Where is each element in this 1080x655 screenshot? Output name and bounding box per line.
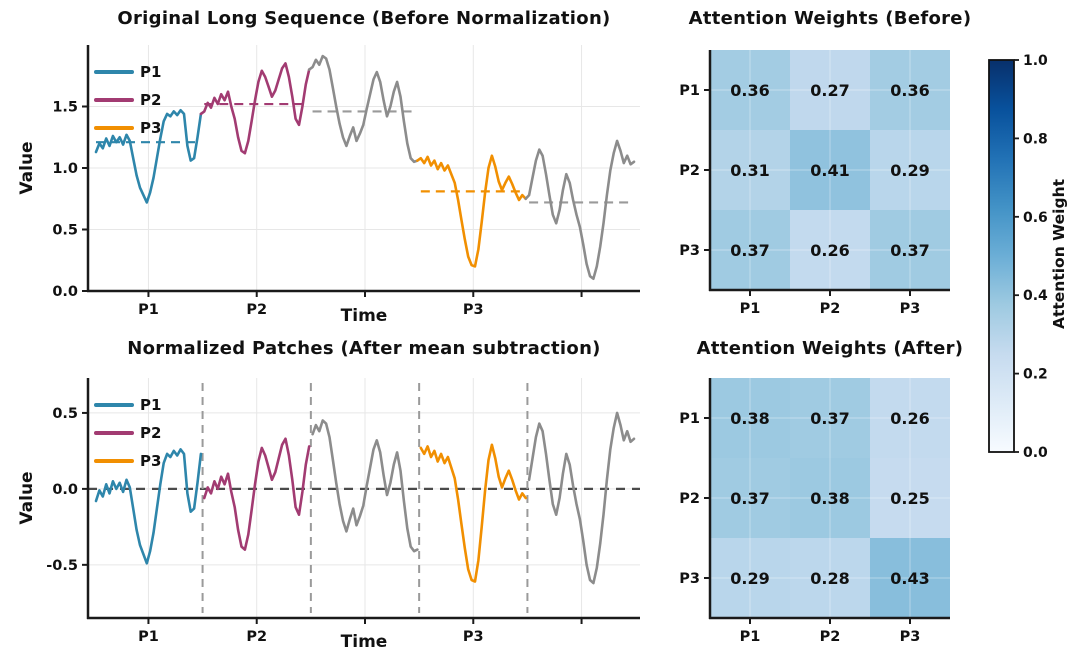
svg-text:P1: P1 — [140, 63, 161, 81]
heatmap-faint-grid — [710, 378, 950, 618]
series — [94, 411, 636, 585]
svg-text:0.37: 0.37 — [890, 241, 929, 260]
heatmap-axes: P1 P2 P3 P1 P2 P3 — [679, 378, 950, 645]
heatmap-cells — [710, 50, 950, 290]
svg-text:0.2: 0.2 — [1023, 367, 1048, 383]
svg-text:0.4: 0.4 — [1023, 288, 1048, 304]
svg-text:P2: P2 — [679, 491, 700, 507]
svg-text:P1: P1 — [740, 629, 761, 645]
line-chart-normalized_patches: -0.5 0.0 0.5 P1 P2 P3 P1 P2 P3 — [46, 378, 640, 645]
title-attention-before: Attention Weights (Before) — [688, 8, 972, 29]
svg-text:0.26: 0.26 — [890, 409, 929, 428]
svg-text:0.31: 0.31 — [730, 161, 769, 180]
xlabel-normalized-patches: Time — [340, 632, 388, 652]
svg-text:0.37: 0.37 — [810, 409, 849, 428]
svg-text:1.0: 1.0 — [1023, 53, 1048, 69]
heatmap-values: 0.36 0.27 0.36 0.31 0.41 0.29 0.37 0.26 0.37 — [730, 81, 929, 260]
heatmap-faint-grid — [710, 50, 950, 290]
svg-text:P3: P3 — [679, 571, 700, 587]
svg-text:P2: P2 — [140, 91, 161, 109]
title-original-sequence: Original Long Sequence (Before Normaliza… — [117, 8, 611, 29]
colorbar-gradient — [988, 59, 1015, 453]
svg-text:0.29: 0.29 — [890, 161, 929, 180]
svg-text:0.0: 0.0 — [52, 482, 78, 498]
axes: 0.0 0.5 1.0 1.5 P1 P2 P3 — [52, 45, 640, 318]
svg-text:0.38: 0.38 — [730, 409, 769, 428]
svg-text:0.38: 0.38 — [810, 489, 849, 508]
legend: P1 P2 P3 — [94, 63, 161, 137]
heatmap-cells — [710, 378, 950, 618]
heatmap-attention_after: 0.38 0.37 0.26 0.37 0.38 0.25 0.29 0.28 0.43 P1 P2… — [679, 378, 950, 645]
svg-text:P3: P3 — [140, 119, 161, 137]
legend: P1 P2 P3 — [94, 396, 161, 470]
gridlines — [88, 45, 640, 292]
svg-text:0.5: 0.5 — [52, 223, 78, 239]
svg-text:P2: P2 — [140, 424, 161, 442]
svg-text:P3: P3 — [900, 301, 921, 317]
svg-text:1.0: 1.0 — [52, 161, 78, 177]
svg-text:0.0: 0.0 — [52, 284, 78, 300]
svg-text:P2: P2 — [246, 302, 267, 318]
svg-text:-0.5: -0.5 — [46, 558, 78, 574]
title-normalized-patches: Normalized Patches (After mean subtracti… — [127, 338, 601, 359]
svg-text:0.6: 0.6 — [1023, 210, 1048, 226]
heatmap-attention_before: 0.36 0.27 0.36 0.31 0.41 0.29 0.37 0.26 0.37 P1 P2… — [679, 50, 950, 317]
svg-text:P1: P1 — [679, 83, 700, 99]
axes: -0.5 0.0 0.5 P1 P2 P3 — [46, 378, 640, 645]
svg-text:0.36: 0.36 — [730, 81, 769, 100]
svg-text:P1: P1 — [140, 396, 161, 414]
series — [94, 54, 636, 281]
colorbar: 0.0 0.2 0.4 0.6 0.8 1.0 — [988, 53, 1048, 461]
svg-text:P1: P1 — [740, 301, 761, 317]
svg-text:0.41: 0.41 — [810, 161, 849, 180]
svg-text:0.27: 0.27 — [810, 81, 849, 100]
svg-text:0.29: 0.29 — [730, 569, 769, 588]
svg-text:0.5: 0.5 — [52, 406, 78, 422]
heatmap-axes: P1 P2 P3 P1 P2 P3 — [679, 50, 950, 317]
svg-text:P3: P3 — [463, 302, 484, 318]
svg-text:P3: P3 — [679, 243, 700, 259]
line-chart-original_sequence: 0.0 0.5 1.0 1.5 P1 P2 P3 P1 P2 P3 — [52, 45, 640, 318]
svg-text:P3: P3 — [900, 629, 921, 645]
svg-text:0.36: 0.36 — [890, 81, 929, 100]
svg-text:0.25: 0.25 — [890, 489, 929, 508]
svg-text:0.43: 0.43 — [890, 569, 929, 588]
title-attention-after: Attention Weights (After) — [696, 338, 964, 359]
svg-text:P3: P3 — [463, 629, 484, 645]
svg-text:P2: P2 — [820, 301, 841, 317]
svg-text:P1: P1 — [679, 411, 700, 427]
svg-text:0.37: 0.37 — [730, 241, 769, 260]
svg-text:1.5: 1.5 — [52, 100, 78, 116]
svg-text:P2: P2 — [246, 629, 267, 645]
colorbar-ticks: 0.0 0.2 0.4 0.6 0.8 1.0 — [1014, 53, 1048, 461]
svg-text:0.37: 0.37 — [730, 489, 769, 508]
svg-text:0.28: 0.28 — [810, 569, 849, 588]
svg-text:P2: P2 — [820, 629, 841, 645]
svg-text:P3: P3 — [140, 452, 161, 470]
xlabel-original-sequence: Time — [340, 306, 388, 326]
svg-text:0.0: 0.0 — [1023, 445, 1048, 461]
svg-text:P1: P1 — [138, 302, 159, 318]
svg-text:P1: P1 — [138, 629, 159, 645]
svg-text:P2: P2 — [679, 163, 700, 179]
svg-text:0.26: 0.26 — [810, 241, 849, 260]
svg-text:0.8: 0.8 — [1023, 131, 1048, 147]
heatmap-values: 0.38 0.37 0.26 0.37 0.38 0.25 0.29 0.28 0.43 — [730, 409, 929, 588]
